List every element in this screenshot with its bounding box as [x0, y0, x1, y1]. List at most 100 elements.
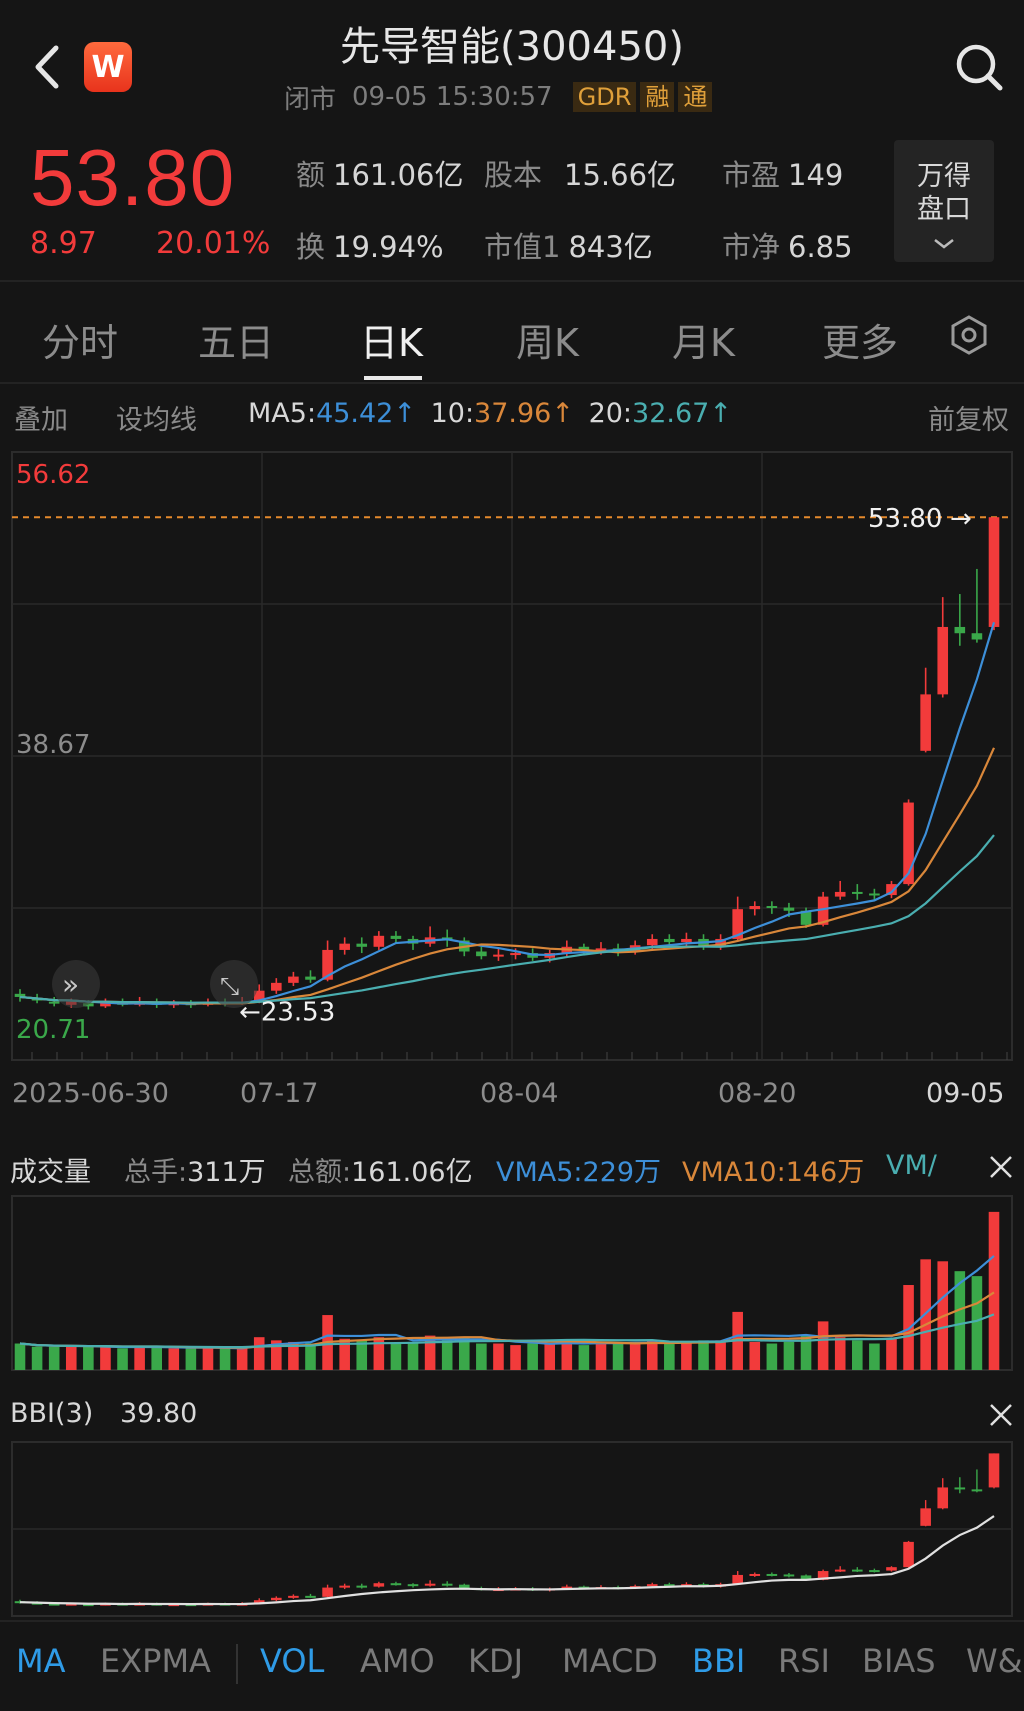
indicator-tab-macd[interactable]: MACD — [562, 1642, 658, 1680]
bbi-candle — [834, 1569, 846, 1572]
candle — [339, 943, 350, 950]
bbi-candle — [800, 1575, 812, 1580]
indicator-tab-bbi[interactable]: BBI — [692, 1642, 746, 1680]
close-volume-icon[interactable] — [986, 1152, 1016, 1182]
candle — [715, 938, 726, 947]
candle — [476, 951, 487, 957]
candle — [356, 943, 368, 947]
search-icon[interactable] — [952, 40, 1006, 94]
volume-bar — [715, 1340, 726, 1370]
indicator-tab-amo[interactable]: AMO — [360, 1642, 435, 1680]
volume-bar — [202, 1348, 214, 1370]
indicator-tab-ma[interactable]: MA — [16, 1642, 66, 1680]
volume-bar — [834, 1337, 846, 1370]
volume-bar — [749, 1341, 761, 1370]
volume-total-hands: 总手:311万 — [124, 1157, 266, 1188]
bbi-candle — [732, 1574, 743, 1585]
candle — [664, 938, 675, 943]
tab-five-day[interactable]: 五日 — [198, 321, 275, 365]
candle — [817, 896, 829, 925]
tab-more[interactable]: 更多 — [822, 321, 899, 365]
bbi-value: 39.80 — [120, 1398, 198, 1429]
volume-bar — [544, 1343, 556, 1370]
volume-bar — [886, 1338, 897, 1370]
bbi-candle — [322, 1587, 333, 1597]
header: W 先导智能(300450) 闭市 09-05 15:30:57 GDR 融 通 — [0, 0, 1024, 130]
candle — [373, 935, 385, 947]
volume-bar — [65, 1346, 77, 1370]
volume-total-amount: 总额:161.06亿 — [288, 1157, 473, 1188]
volume-bar — [83, 1346, 94, 1370]
bbi-candle — [83, 1604, 94, 1607]
volume-bar — [578, 1345, 590, 1370]
overlay-button[interactable]: 叠加 — [14, 405, 68, 436]
date-tick: 07-17 — [240, 1078, 319, 1109]
tab-monthly-k[interactable]: 月K — [672, 321, 735, 365]
bbi-candle — [48, 1603, 60, 1606]
chevron-down-icon — [934, 239, 954, 249]
candle — [749, 906, 761, 910]
y-axis-min-label: 20.71 — [16, 1015, 90, 1045]
indicator-tab-vol[interactable]: VOL — [260, 1642, 325, 1680]
volume-bar — [681, 1341, 692, 1370]
tab-weekly-k[interactable]: 周K — [516, 321, 579, 365]
back-arrow-icon[interactable] — [28, 40, 68, 94]
stat-amount: 额 161.06亿 — [296, 158, 464, 192]
close-bbi-icon[interactable] — [986, 1400, 1016, 1430]
bbi-candle — [271, 1597, 282, 1601]
settings-icon[interactable] — [948, 314, 990, 356]
indicator-tab-rsi[interactable]: RSI — [778, 1642, 830, 1680]
expand-chart-icon — [210, 960, 258, 1008]
tab-intraday[interactable]: 分时 — [42, 321, 119, 365]
indicator-tab-bias[interactable]: BIAS — [862, 1642, 936, 1680]
tag-gdr: GDR — [572, 82, 637, 112]
ma5-line — [19, 621, 996, 1005]
volume-bar — [134, 1346, 145, 1370]
bbi-candle — [356, 1585, 368, 1588]
tab-daily-k[interactable]: 日K — [360, 321, 423, 365]
candle — [766, 906, 778, 909]
adjust-mode-button[interactable]: 前复权 — [928, 405, 1009, 436]
candle — [886, 884, 897, 896]
active-tab-indicator — [364, 376, 422, 380]
bbi-candle — [288, 1595, 299, 1598]
divider — [0, 280, 1024, 282]
stat-share-capital: 股本 15.66亿 — [484, 158, 677, 192]
candle — [732, 909, 743, 939]
indicator-tab-expma[interactable]: EXPMA — [100, 1642, 211, 1680]
price-change-percent: 20.01% — [156, 226, 271, 261]
volume-bar — [117, 1348, 128, 1370]
bbi-candle — [988, 1453, 1000, 1488]
candle — [869, 893, 880, 896]
app-logo[interactable]: W — [84, 42, 132, 92]
candle — [681, 938, 692, 943]
candle — [646, 938, 658, 946]
indicator-tab-more[interactable]: W& — [966, 1642, 1023, 1680]
volume-bar — [253, 1337, 265, 1370]
volume-bar — [476, 1343, 487, 1370]
volume-bar — [151, 1346, 162, 1370]
candle — [578, 946, 590, 950]
candle — [783, 907, 795, 911]
candle — [271, 982, 282, 991]
stat-turnover: 换 19.94% — [296, 230, 444, 264]
indicator-tab-kdj[interactable]: KDJ — [468, 1642, 524, 1680]
bbi-candle — [373, 1583, 385, 1587]
bbi-candle — [852, 1569, 863, 1572]
vma5-value: VMA5:229万 — [496, 1157, 662, 1188]
volume-bar — [561, 1340, 573, 1370]
bbi-candle — [903, 1541, 914, 1568]
bbi-candle — [886, 1567, 897, 1571]
bbi-candle — [390, 1583, 402, 1586]
bbi-candle — [305, 1595, 316, 1598]
volume-bar — [493, 1343, 504, 1370]
candle — [988, 517, 1000, 627]
candle — [510, 953, 521, 956]
kline-chart[interactable]: 56.62 38.67 20.71 53.80 → ←23.53 » ⤡ — [0, 440, 1024, 1620]
set-ma-button[interactable]: 设均线 — [116, 405, 197, 436]
wande-panel-button[interactable]: 万得 盘口 — [894, 140, 994, 262]
volume-bar — [407, 1341, 419, 1370]
date-tick: 09-05 — [926, 1078, 1005, 1109]
volume-bar — [954, 1271, 966, 1370]
divider — [0, 382, 1024, 384]
